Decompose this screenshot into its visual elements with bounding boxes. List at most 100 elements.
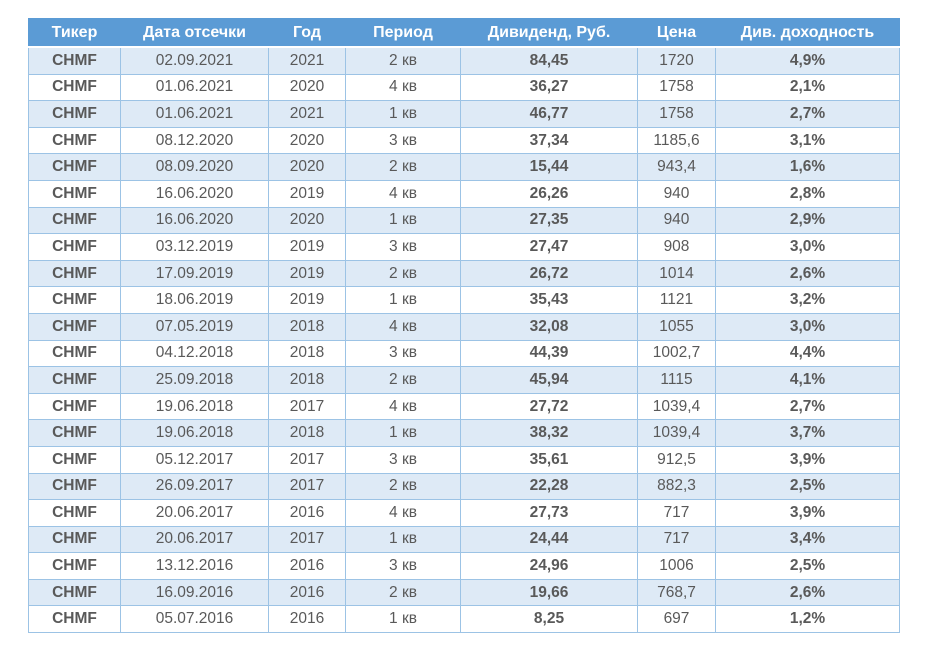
cell-year: 2020 bbox=[268, 153, 346, 181]
column-header-cutoff-date: Дата отсечки bbox=[120, 18, 269, 48]
cell-cutoff-date: 01.06.2021 bbox=[120, 100, 269, 128]
table-row: CHMF 01.06.2021 2021 1 кв 46,77 1758 2,7% bbox=[28, 100, 900, 128]
cell-ticker: CHMF bbox=[28, 578, 121, 607]
cell-ticker: CHMF bbox=[28, 445, 121, 474]
cell-yield: 4,1% bbox=[715, 366, 900, 394]
cell-yield: 2,9% bbox=[715, 206, 900, 235]
cell-price: 1039,4 bbox=[637, 392, 716, 421]
column-header-dividend: Дивиденд, Руб. bbox=[460, 18, 638, 48]
table-row: CHMF 08.12.2020 2020 3 кв 37,34 1185,6 3,1% bbox=[28, 126, 900, 155]
column-header-yield: Див. доходность bbox=[715, 18, 900, 48]
cell-period: 4 кв bbox=[345, 179, 461, 208]
cell-dividend: 32,08 bbox=[460, 312, 638, 341]
column-header-period: Период bbox=[345, 18, 461, 48]
cell-dividend: 24,44 bbox=[460, 525, 638, 554]
cell-ticker: CHMF bbox=[28, 153, 121, 181]
cell-ticker: CHMF bbox=[28, 126, 121, 155]
cell-cutoff-date: 08.09.2020 bbox=[120, 153, 269, 181]
cell-year: 2019 bbox=[268, 179, 346, 208]
cell-year: 2018 bbox=[268, 366, 346, 394]
cell-year: 2020 bbox=[268, 126, 346, 155]
cell-price: 697 bbox=[637, 605, 716, 634]
cell-year: 2019 bbox=[268, 259, 346, 288]
column-header-price: Цена bbox=[637, 18, 716, 48]
cell-cutoff-date: 20.06.2017 bbox=[120, 499, 269, 527]
column-header-ticker: Тикер bbox=[28, 18, 121, 48]
cell-ticker: CHMF bbox=[28, 552, 121, 580]
cell-cutoff-date: 16.09.2016 bbox=[120, 578, 269, 607]
cell-cutoff-date: 19.06.2018 bbox=[120, 392, 269, 421]
cell-cutoff-date: 05.12.2017 bbox=[120, 445, 269, 474]
cell-yield: 3,7% bbox=[715, 419, 900, 447]
cell-cutoff-date: 16.06.2020 bbox=[120, 179, 269, 208]
cell-price: 1115 bbox=[637, 366, 716, 394]
cell-dividend: 84,45 bbox=[460, 46, 638, 75]
cell-price: 940 bbox=[637, 179, 716, 208]
cell-period: 3 кв bbox=[345, 552, 461, 580]
cell-dividend: 8,25 bbox=[460, 605, 638, 634]
cell-ticker: CHMF bbox=[28, 73, 121, 102]
cell-cutoff-date: 17.09.2019 bbox=[120, 259, 269, 288]
table-row: CHMF 05.07.2016 2016 1 кв 8,25 697 1,2% bbox=[28, 605, 900, 634]
cell-price: 1758 bbox=[637, 73, 716, 102]
cell-period: 3 кв bbox=[345, 445, 461, 474]
cell-dividend: 45,94 bbox=[460, 366, 638, 394]
cell-yield: 2,6% bbox=[715, 259, 900, 288]
cell-yield: 2,6% bbox=[715, 578, 900, 607]
cell-price: 717 bbox=[637, 499, 716, 527]
cell-price: 1055 bbox=[637, 312, 716, 341]
cell-cutoff-date: 19.06.2018 bbox=[120, 419, 269, 447]
cell-yield: 4,9% bbox=[715, 46, 900, 75]
table-row: CHMF 26.09.2017 2017 2 кв 22,28 882,3 2,5% bbox=[28, 472, 900, 501]
cell-period: 1 кв bbox=[345, 286, 461, 314]
cell-cutoff-date: 18.06.2019 bbox=[120, 286, 269, 314]
header-row: Тикер Дата отсечки Год Период Дивиденд, Руб.… bbox=[28, 18, 900, 48]
cell-dividend: 35,43 bbox=[460, 286, 638, 314]
cell-price: 1720 bbox=[637, 46, 716, 75]
cell-dividend: 27,73 bbox=[460, 499, 638, 527]
cell-period: 2 кв bbox=[345, 259, 461, 288]
table-header-row: Тикер Дата отсечки Год Период Дивиденд, Руб.… bbox=[28, 18, 900, 48]
cell-ticker: CHMF bbox=[28, 419, 121, 447]
cell-year: 2018 bbox=[268, 312, 346, 341]
cell-period: 3 кв bbox=[345, 339, 461, 368]
cell-yield: 2,5% bbox=[715, 472, 900, 501]
cell-yield: 1,6% bbox=[715, 153, 900, 181]
cell-dividend: 37,34 bbox=[460, 126, 638, 155]
cell-cutoff-date: 16.06.2020 bbox=[120, 206, 269, 235]
table-row: CHMF 17.09.2019 2019 2 кв 26,72 1014 2,6% bbox=[28, 259, 900, 288]
table-row: CHMF 16.06.2020 2019 4 кв 26,26 940 2,8% bbox=[28, 179, 900, 208]
cell-yield: 3,0% bbox=[715, 233, 900, 261]
cell-cutoff-date: 01.06.2021 bbox=[120, 73, 269, 102]
cell-year: 2016 bbox=[268, 578, 346, 607]
cell-year: 2017 bbox=[268, 445, 346, 474]
cell-price: 908 bbox=[637, 233, 716, 261]
cell-cutoff-date: 26.09.2017 bbox=[120, 472, 269, 501]
cell-dividend: 27,72 bbox=[460, 392, 638, 421]
table-row: CHMF 08.09.2020 2020 2 кв 15,44 943,4 1,6% bbox=[28, 153, 900, 181]
table-row: CHMF 25.09.2018 2018 2 кв 45,94 1115 4,1% bbox=[28, 366, 900, 394]
table-row: CHMF 16.06.2020 2020 1 кв 27,35 940 2,9% bbox=[28, 206, 900, 235]
cell-cutoff-date: 25.09.2018 bbox=[120, 366, 269, 394]
cell-ticker: CHMF bbox=[28, 605, 121, 634]
cell-ticker: CHMF bbox=[28, 46, 121, 75]
cell-price: 1014 bbox=[637, 259, 716, 288]
table-row: CHMF 16.09.2016 2016 2 кв 19,66 768,7 2,6% bbox=[28, 578, 900, 607]
cell-yield: 2,7% bbox=[715, 392, 900, 421]
cell-price: 943,4 bbox=[637, 153, 716, 181]
cell-ticker: CHMF bbox=[28, 259, 121, 288]
cell-year: 2018 bbox=[268, 339, 346, 368]
cell-year: 2019 bbox=[268, 286, 346, 314]
cell-price: 1758 bbox=[637, 100, 716, 128]
cell-ticker: CHMF bbox=[28, 339, 121, 368]
cell-year: 2017 bbox=[268, 392, 346, 421]
cell-year: 2017 bbox=[268, 525, 346, 554]
table-row: CHMF 04.12.2018 2018 3 кв 44,39 1002,7 4,4% bbox=[28, 339, 900, 368]
cell-price: 940 bbox=[637, 206, 716, 235]
cell-ticker: CHMF bbox=[28, 100, 121, 128]
cell-price: 912,5 bbox=[637, 445, 716, 474]
cell-yield: 2,7% bbox=[715, 100, 900, 128]
cell-yield: 3,4% bbox=[715, 525, 900, 554]
cell-year: 2021 bbox=[268, 100, 346, 128]
table-row: CHMF 19.06.2018 2017 4 кв 27,72 1039,4 2,7% bbox=[28, 392, 900, 421]
